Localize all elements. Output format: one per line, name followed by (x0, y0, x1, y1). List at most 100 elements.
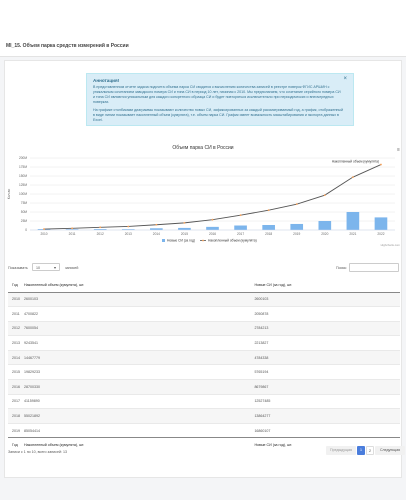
cell-year: 2014 (8, 349, 20, 365)
table-body: 2010 2600103 2600103 2011 4700822 2050878 2012… (8, 291, 400, 438)
y-tick-label: 75M (21, 201, 28, 205)
close-icon[interactable]: × (343, 76, 347, 82)
cell-cumulative: 4700822 (20, 306, 251, 322)
chart-bar (93, 229, 107, 230)
cell-year: 2018 (8, 408, 20, 424)
header-cumulative[interactable]: Накопленный объем (кумулята), шт. (20, 278, 251, 293)
x-tick-label: 2022 (377, 232, 384, 236)
chart: 0 25M 50M 75M 100M 125M 150M 175M 200M Кол-во 2010… (7, 156, 401, 247)
cell-new: 4784338 (250, 349, 400, 365)
chart-bar (121, 229, 135, 230)
cell-new: 12527485 (250, 393, 400, 409)
y-tick-label: 175M (19, 165, 27, 169)
footer-year: Год (8, 437, 20, 452)
chart-bar (150, 228, 163, 230)
page-header: МI_15. Объем парка средств измерений в Р… (0, 37, 406, 57)
header-year[interactable]: Год (8, 278, 20, 293)
cell-cumulative: 41159890 (20, 393, 251, 409)
cell-new: 16860107 (250, 422, 400, 438)
cell-new: 2600103 (250, 291, 400, 307)
cumulative-point (155, 223, 158, 226)
legend-swatch-bars (162, 239, 165, 242)
page-1-button[interactable]: 1 (357, 446, 365, 455)
x-tick-label: 2018 (265, 232, 272, 236)
cell-cumulative: 7600054 (20, 320, 251, 336)
x-tick-label: 2019 (293, 232, 300, 236)
legend-label-bars: Новые СИ (за год) (167, 239, 195, 243)
table-row: 2017 41159890 12527485 (8, 393, 400, 409)
x-tick-label: 2014 (153, 232, 160, 236)
cell-year: 2013 (8, 335, 20, 351)
chart-bar (206, 226, 219, 230)
cell-cumulative: 14467779 (20, 349, 251, 365)
table-row: 2013 9243541 2213827 (8, 335, 400, 351)
chart-credits: Highcharts.com (381, 243, 401, 247)
prev-page-button[interactable]: Предыдущая (326, 446, 356, 455)
table-row: 2012 7600054 2784213 (8, 320, 400, 336)
annotation-title: Аннотация! (93, 78, 120, 83)
cell-new: 8679867 (250, 379, 400, 395)
cell-year: 2011 (8, 306, 20, 322)
x-tick-label: 2010 (40, 232, 47, 236)
annotation-alert: Аннотация! В представленном отчете задач… (86, 73, 354, 126)
chart-bar (346, 212, 360, 230)
y-tick-label: 200M (19, 156, 27, 160)
cumulative-point (380, 163, 382, 166)
legend-label-line: Накопленный объем (кумулята) (208, 239, 257, 243)
cumulative-point (323, 194, 326, 197)
y-tick-label: 25M (21, 219, 28, 223)
page-title: МI_15. Объем парка средств измерений в Р… (6, 43, 129, 49)
x-tick-label: 2012 (97, 232, 104, 236)
chart-bar (234, 225, 247, 230)
next-page-button[interactable]: Следующая (375, 446, 405, 455)
chart-bar (374, 217, 388, 230)
chart-menu-icon[interactable]: ≡ (397, 147, 400, 153)
chevron-down-icon: ▾ (53, 265, 56, 270)
table-controls: Показывать 10 ▾ записей Поиск: (8, 262, 400, 274)
cell-new: 5765194 (250, 364, 400, 380)
cell-cumulative: 55021892 (20, 408, 251, 424)
cumulative-point (211, 218, 214, 221)
cumulative-point (71, 227, 74, 230)
entries-label: записей (65, 266, 79, 270)
x-tick-label: 2015 (181, 232, 188, 236)
cumulative-point (43, 228, 45, 230)
table-row: 2019 85054414 16860107 (8, 422, 400, 438)
cell-year: 2015 (8, 364, 20, 380)
cumulative-point (99, 226, 102, 229)
table-header-row: Год Накопленный объем (кумулята), шт. Но… (8, 278, 400, 293)
cell-cumulative: 2600103 (20, 291, 251, 307)
x-tick-label: 2017 (237, 232, 244, 236)
cumulative-point (295, 203, 298, 206)
y-tick-label: 50M (21, 210, 28, 214)
table-row: 2010 2600103 2600103 (8, 291, 400, 307)
cell-year: 2010 (8, 291, 20, 307)
cell-new: 2213827 (250, 335, 400, 351)
cell-year: 2012 (8, 320, 20, 336)
page-size-select[interactable]: 10 ▾ (32, 263, 60, 271)
show-label: Показывать (8, 266, 28, 270)
footer-cumulative: Накопленный объем (кумулята), шт. (20, 437, 251, 452)
y-tick-label: 125M (19, 183, 27, 187)
table-row: 2018 55021892 13864277 (8, 408, 400, 424)
search-label: Поиск: (336, 266, 347, 270)
cumulative-point (127, 225, 130, 228)
search-input[interactable] (349, 263, 399, 272)
cell-new: 2784213 (250, 320, 400, 336)
chart-title: Объем парка СИ в России (172, 145, 234, 151)
page-2-button[interactable]: 2 (366, 446, 374, 455)
cell-cumulative: 85054414 (20, 422, 251, 438)
cell-new: 2050878 (250, 306, 400, 322)
table-info: Записи с 1 по 10, всего записей: 13 (8, 450, 67, 454)
cell-cumulative: 28700330 (20, 379, 251, 395)
y-tick-label: 0 (25, 228, 27, 232)
line-annotation: Накопленный объем (кумулята) (332, 160, 379, 164)
y-tick-label: 100M (19, 192, 27, 196)
legend-marker-line (202, 239, 204, 242)
data-table: Год Накопленный объем (кумулята), шт. Но… (8, 278, 400, 452)
header-new[interactable]: Новые СИ (за год), шт. (250, 278, 400, 293)
cell-cumulative: 9243541 (20, 335, 251, 351)
table-row: 2016 28700330 8679867 (8, 379, 400, 395)
x-tick-label: 2013 (125, 232, 132, 236)
